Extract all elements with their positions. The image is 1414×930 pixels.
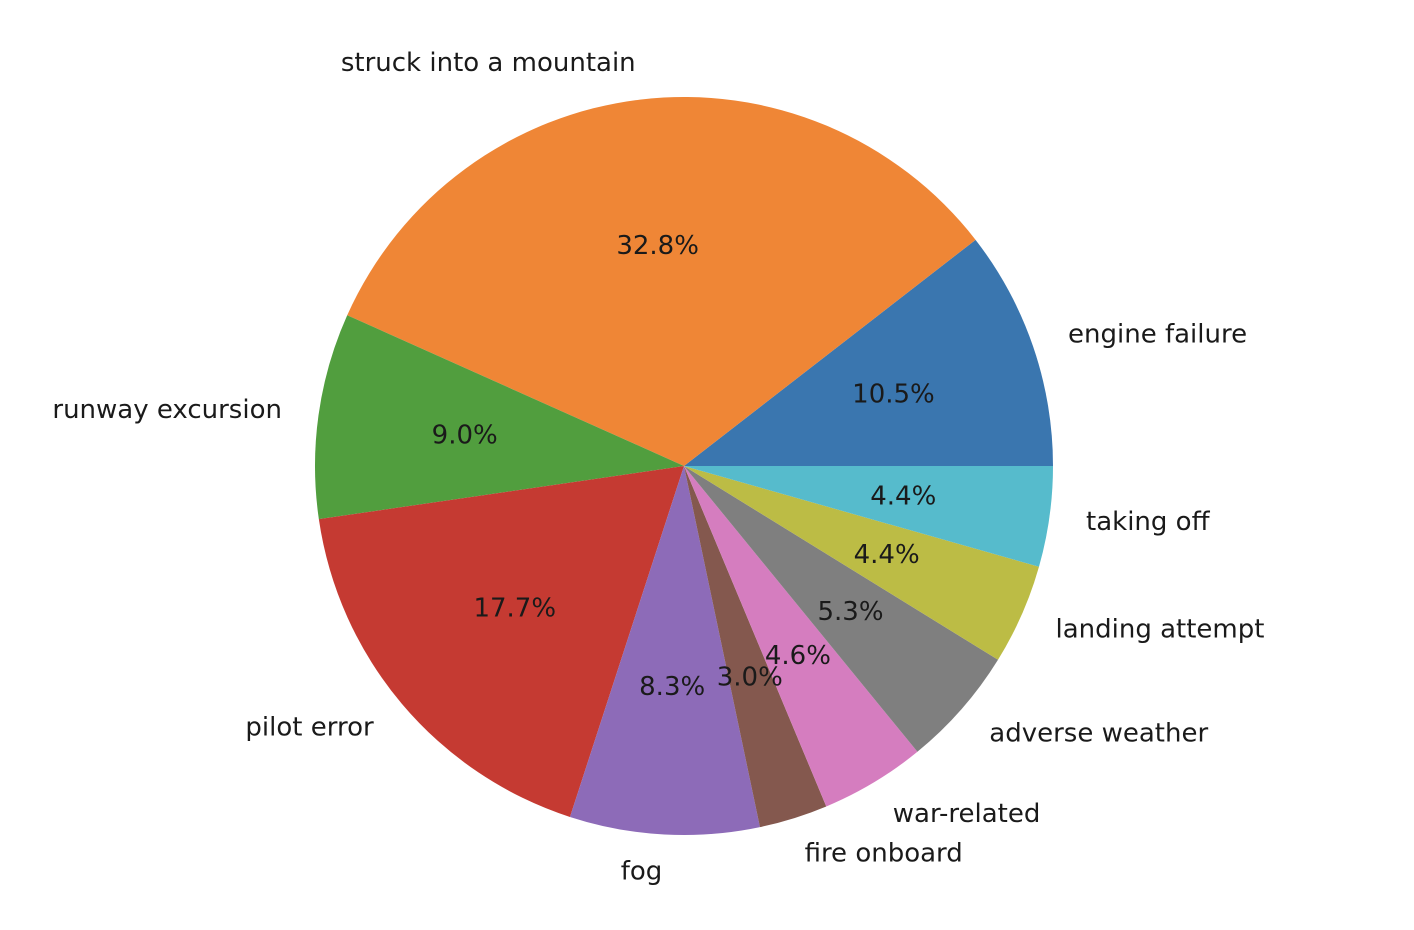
category-label-struck-into-a-mountain: struck into a mountain [341, 48, 636, 78]
category-label-runway-excursion: runway excursion [52, 395, 282, 425]
pct-label-fire-onboard: 3.0% [717, 662, 783, 692]
pie-slice-struck-into-a-mountain [347, 97, 976, 466]
pie-slice-pilot-error [318, 466, 684, 817]
pie-slice-fog [569, 466, 760, 835]
category-label-pilot-error: pilot error [245, 713, 374, 743]
category-label-adverse-weather: adverse weather [989, 718, 1208, 748]
pct-label-engine-failure: 10.5% [852, 379, 935, 409]
pie-slice-taking-off [684, 466, 1053, 567]
pct-label-taking-off: 4.4% [870, 482, 936, 512]
pie-slice-fire-onboard [684, 466, 827, 828]
pct-label-pilot-error: 17.7% [473, 594, 556, 624]
percentage-labels: 10.5% 32.8% 9.0% 17.7% 8.3% 3.0%4.6% 5.3% 4.4% 4… [432, 231, 937, 702]
pct-label-war-related: 4.6% [765, 641, 831, 671]
pie-slice-adverse-weather [684, 466, 999, 752]
category-labels: engine failure struck into a mountain runw… [52, 48, 1264, 886]
pie-slice-engine-failure [684, 239, 1053, 466]
category-label-landing-attempt: landing attempt [1055, 615, 1264, 645]
pct-label-struck-into-a-mountain: 32.8% [616, 231, 699, 261]
category-label-engine-failure: engine failure [1068, 320, 1247, 350]
pct-label-adverse-weather: 5.3% [818, 597, 884, 627]
pie-slice-runway-excursion [315, 315, 684, 520]
pct-label-runway-excursion: 9.0% [432, 420, 498, 450]
category-label-war-related: war-related [893, 799, 1041, 829]
pct-label-fog: 8.3% [639, 672, 705, 702]
category-label-fog: fog [621, 856, 663, 886]
pie-slice-war-related [684, 466, 918, 807]
category-label-fire-onboard: fire onboard [805, 839, 963, 869]
pie-slice-landing-attempt [684, 466, 1039, 660]
pct-label-landing-attempt: 4.4% [854, 540, 920, 570]
category-label-taking-off: taking off [1086, 507, 1211, 537]
pie-slices [315, 97, 1053, 835]
